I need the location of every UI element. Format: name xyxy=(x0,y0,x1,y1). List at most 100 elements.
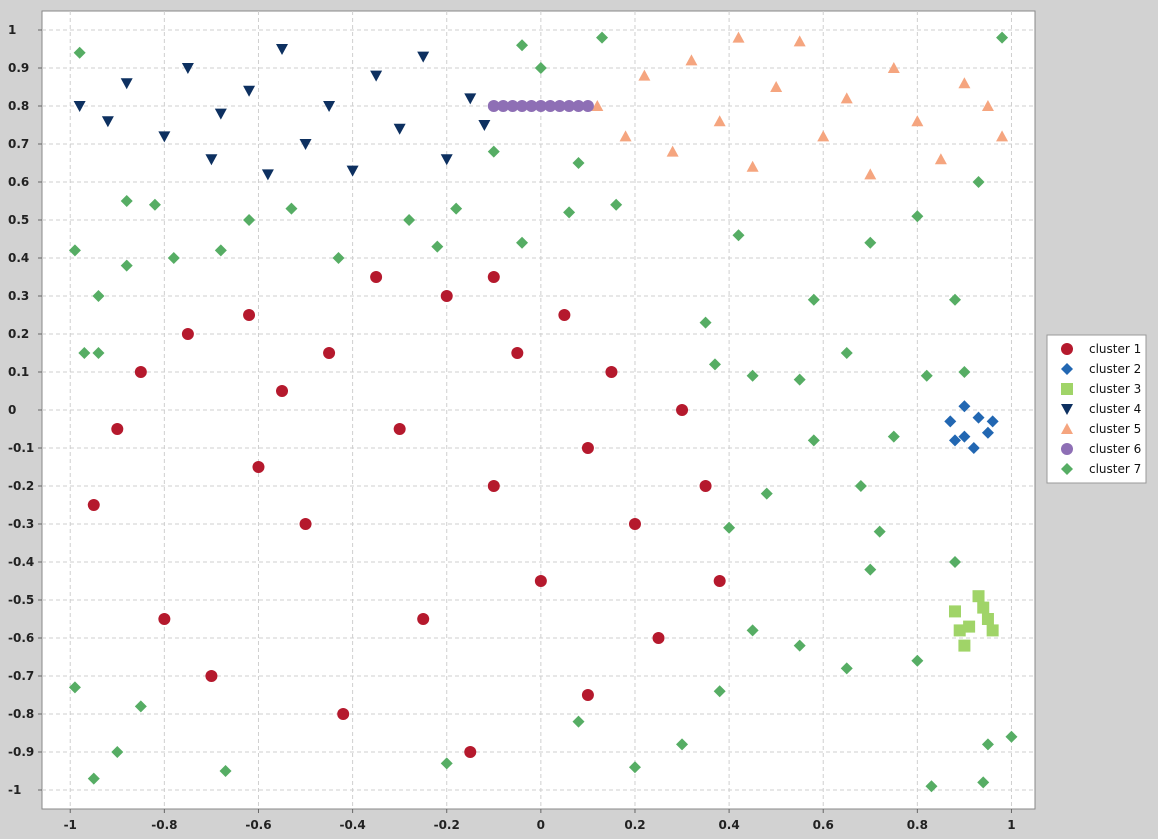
data-point xyxy=(276,44,289,55)
data-point xyxy=(534,62,547,74)
y-tick-label: 0.8 xyxy=(8,99,29,113)
data-point xyxy=(628,761,641,774)
y-tick-label: 0 xyxy=(8,403,16,417)
x-tick-label: -1 xyxy=(64,818,77,832)
data-point xyxy=(478,120,491,131)
data-point xyxy=(981,426,994,439)
data-point xyxy=(864,168,877,180)
data-point xyxy=(986,415,999,428)
data-point xyxy=(746,160,759,172)
data-point xyxy=(92,347,105,359)
data-point xyxy=(243,309,256,321)
series-6 xyxy=(487,100,594,112)
data-point xyxy=(958,639,971,652)
data-point xyxy=(214,244,227,257)
y-tick-label: 0.5 xyxy=(8,213,29,227)
data-point xyxy=(864,236,877,249)
data-point xyxy=(666,145,679,157)
data-point xyxy=(370,271,383,283)
data-point xyxy=(111,423,124,435)
data-point xyxy=(708,358,721,371)
y-tick-label: 0.9 xyxy=(8,61,29,75)
data-point xyxy=(558,309,571,321)
data-point xyxy=(181,63,194,74)
data-point xyxy=(487,145,500,158)
data-point xyxy=(996,31,1009,44)
data-point xyxy=(958,77,971,89)
y-tick-label: -0.3 xyxy=(8,517,34,531)
data-point xyxy=(676,404,689,416)
legend-label: cluster 7 xyxy=(1089,462,1141,476)
data-point xyxy=(205,670,218,682)
data-point xyxy=(977,776,990,789)
data-point xyxy=(610,198,623,211)
data-point xyxy=(487,100,500,112)
data-point xyxy=(972,590,985,603)
data-point xyxy=(487,271,500,283)
data-point xyxy=(713,115,726,127)
y-tick-label: 0.3 xyxy=(8,289,29,303)
data-point xyxy=(511,347,524,359)
data-point xyxy=(840,92,853,104)
data-point xyxy=(948,293,961,306)
y-tick-label: 0.7 xyxy=(8,137,29,151)
data-point xyxy=(120,195,133,207)
data-point xyxy=(605,366,618,378)
legend-label: cluster 3 xyxy=(1089,382,1141,396)
data-point xyxy=(525,100,538,112)
data-point xyxy=(953,624,966,637)
y-tick-label: -0.7 xyxy=(8,669,34,683)
data-point xyxy=(840,347,853,359)
data-point xyxy=(403,214,416,226)
data-point xyxy=(516,39,529,52)
data-point xyxy=(981,613,994,625)
y-tick-label: -0.4 xyxy=(8,555,34,569)
y-tick-label: -1 xyxy=(8,783,21,797)
y-tick-label: 0.1 xyxy=(8,365,29,379)
data-point xyxy=(760,487,773,500)
data-point xyxy=(87,499,100,511)
data-point xyxy=(793,35,806,47)
data-point xyxy=(252,461,265,473)
series-4 xyxy=(73,44,491,181)
data-point xyxy=(713,575,726,587)
data-point xyxy=(167,252,180,264)
data-point xyxy=(793,639,806,652)
legend-marker xyxy=(1061,404,1073,415)
data-point xyxy=(817,130,830,142)
legend-marker xyxy=(1061,443,1073,455)
data-point xyxy=(967,442,980,454)
data-point xyxy=(840,662,853,675)
data-point xyxy=(337,708,350,720)
data-point xyxy=(323,347,336,359)
data-point xyxy=(652,632,665,644)
legend-marker xyxy=(1061,383,1073,395)
x-tick-label: 0 xyxy=(537,818,545,832)
data-point xyxy=(181,328,194,340)
y-tick-label: -0.6 xyxy=(8,631,34,645)
data-point xyxy=(78,347,91,359)
legend-marker xyxy=(1061,463,1073,475)
series-2 xyxy=(944,400,999,454)
data-point xyxy=(534,575,547,587)
series-5 xyxy=(591,31,1009,180)
data-point xyxy=(101,116,114,128)
data-point xyxy=(370,70,383,82)
data-point xyxy=(440,290,453,302)
x-tick-label: 0.8 xyxy=(907,818,928,832)
legend: cluster 1 cluster 2 cluster 3 cluster 4 clus… xyxy=(1046,334,1147,484)
data-point xyxy=(158,613,171,625)
data-point xyxy=(346,165,359,177)
data-point xyxy=(911,654,924,667)
y-tick-label: -0.8 xyxy=(8,707,34,721)
data-point xyxy=(746,369,759,382)
data-point xyxy=(276,385,289,397)
data-point xyxy=(487,480,500,492)
data-point xyxy=(638,69,651,81)
data-point xyxy=(92,290,105,302)
data-point xyxy=(676,738,689,751)
data-point xyxy=(925,780,938,793)
data-point xyxy=(572,715,585,728)
data-point xyxy=(996,130,1009,142)
